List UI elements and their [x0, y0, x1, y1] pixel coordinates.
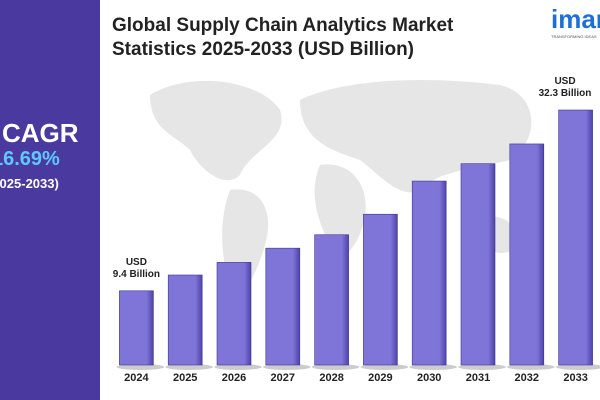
bar: [216, 262, 252, 366]
bar-shadow: [507, 364, 555, 370]
x-tick-label: 2032: [515, 372, 539, 384]
bar: [265, 247, 301, 366]
x-tick-label: 2028: [319, 372, 343, 384]
x-tick-label: 2026: [222, 372, 246, 384]
x-tick-label: 2031: [466, 372, 490, 384]
bar-shadow: [263, 364, 311, 370]
bar-shadow: [214, 364, 262, 370]
bar: [363, 213, 398, 366]
bar-shadow: [409, 364, 458, 370]
bar-shadow: [360, 364, 409, 370]
bar-shadow: [311, 364, 360, 370]
x-tick-label: 2030: [417, 372, 441, 384]
value-label: USD 9.4 Billion: [112, 256, 160, 280]
cagr-value: 16.69%: [0, 148, 60, 170]
bar: [460, 163, 496, 366]
bar-shadow: [165, 364, 213, 370]
bar: [314, 234, 349, 366]
bar: [167, 274, 203, 366]
bar-shadow: [116, 364, 165, 370]
cagr-label: CAGR: [2, 118, 79, 148]
value-label: USD 32.3 Billion: [538, 76, 592, 99]
cagr-period: (2025-2033): [0, 176, 59, 191]
bar: [558, 109, 593, 366]
logo: imarc: [551, 4, 600, 34]
x-tick-label: 2024: [124, 372, 149, 384]
x-tick-label: 2033: [563, 372, 587, 384]
bar: [509, 143, 545, 366]
bar: [411, 180, 447, 366]
bar-shadow: [458, 364, 506, 370]
x-tick-label: 2025: [173, 372, 197, 384]
side-panel: [0, 0, 100, 400]
x-tick-label: 2027: [271, 372, 295, 384]
bar: [119, 290, 154, 366]
x-tick-label: 2029: [368, 372, 392, 384]
logo-tagline: TRANSFORMING IDEAS INTO IMPACT: [551, 34, 597, 39]
bar-shadow: [555, 364, 600, 370]
chart-title: Global Supply Chain Analytics Market Sta…: [112, 15, 454, 60]
